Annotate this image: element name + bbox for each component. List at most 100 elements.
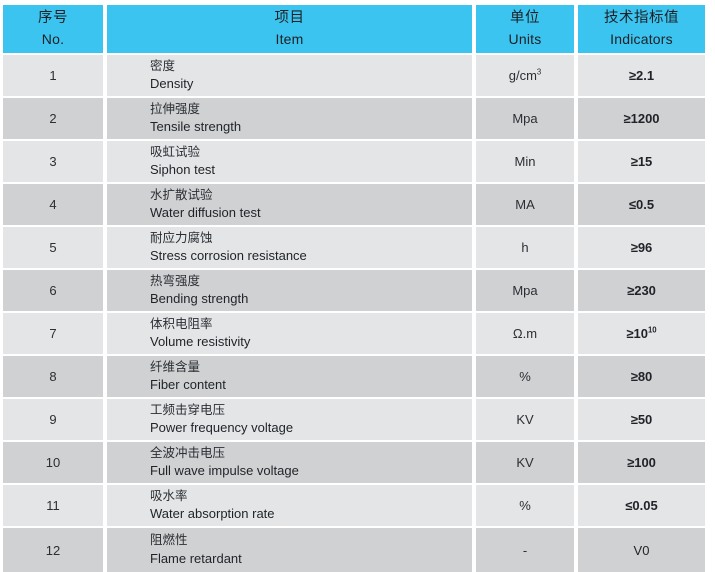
unit-base: KV [516,412,534,427]
indicator-base: ≥96 [630,240,653,255]
cell-item: 工频击穿电压 Power frequency voltage [107,399,472,440]
unit-value: Min [515,154,536,169]
indicator-base: ≥1200 [623,111,660,126]
indicator-base: ≥2.1 [628,68,655,83]
column-header-no: 序号 No. [3,5,103,53]
item-label-cn: 吸虹试验 [150,144,201,159]
cell-units: KV [476,442,574,483]
table-row: 10 全波冲击电压 Full wave impulse voltage KV ≥100 [3,442,705,483]
cell-item: 拉伸强度 Tensile strength [107,98,472,139]
column-header-no-cn: 序号 [38,9,68,26]
cell-units: % [476,485,574,526]
indicator-base: ≥230 [627,283,656,298]
unit-value: % [519,498,531,513]
indicator-value: ≥15 [631,154,653,169]
indicator-superscript: 10 [647,325,657,335]
table-row: 3 吸虹试验 Siphon test Min ≥15 [3,141,705,182]
cell-item: 吸虹试验 Siphon test [107,141,472,182]
cell-indicator: V0 [578,528,705,572]
item-text: 阻燃性 Flame retardant [107,532,242,567]
cell-no: 1 [3,55,103,96]
item-label-en: Density [150,76,194,92]
cell-indicator: ≥96 [578,227,705,268]
column-header-item-en: Item [275,31,304,48]
row-number: 12 [45,542,61,558]
item-text: 密度 Density [107,58,193,93]
column-header-indicators-en: Indicators [610,31,673,48]
row-number: 2 [49,111,57,126]
item-text: 拉伸强度 Tensile strength [107,101,241,136]
unit-value: MA [515,197,535,212]
unit-base: Mpa [512,283,538,298]
table-row: 9 工频击穿电压 Power frequency voltage KV ≥50 [3,399,705,440]
cell-no: 4 [3,184,103,225]
item-text: 热弯强度 Bending strength [107,273,248,308]
cell-no: 9 [3,399,103,440]
cell-units: MA [476,184,574,225]
row-number: 6 [49,283,57,298]
item-label-en: Siphon test [150,162,216,178]
cell-no: 12 [3,528,103,572]
cell-units: Ω.m [476,313,574,354]
cell-indicator: ≥2.1 [578,55,705,96]
item-label-cn: 密度 [150,58,176,73]
cell-item: 纤维含量 Fiber content [107,356,472,397]
cell-no: 3 [3,141,103,182]
cell-units: Mpa [476,98,574,139]
item-text: 全波冲击电压 Full wave impulse voltage [107,445,299,480]
cell-no: 11 [3,485,103,526]
unit-value: Mpa [512,283,537,298]
indicator-value: ≤0.5 [629,197,654,212]
table-row: 7 体积电阻率 Volume resistivity Ω.m ≥1010 [3,313,705,354]
cell-indicator: ≥15 [578,141,705,182]
unit-base: Ω.m [512,326,538,341]
indicator-base: ≥100 [627,455,656,470]
indicator-value: ≥50 [631,412,653,427]
cell-units: % [476,356,574,397]
unit-base: Min [514,154,536,169]
unit-value: h [521,240,528,255]
item-text: 水扩散试验 Water diffusion test [107,187,261,222]
item-label-en: Stress corrosion resistance [150,248,307,264]
indicator-value: ≥1200 [623,111,659,126]
cell-indicator: ≥80 [578,356,705,397]
indicator-base: ≥10 [626,326,648,341]
cell-indicator: ≤0.5 [578,184,705,225]
cell-no: 8 [3,356,103,397]
table-header-row: 序号 No. 项目 Item 单位 Units 技术指标值 Indicators [3,5,705,53]
indicator-value: ≤0.05 [625,498,657,513]
table-row: 2 拉伸强度 Tensile strength Mpa ≥1200 [3,98,705,139]
indicator-value: V0 [634,543,650,558]
item-text: 吸虹试验 Siphon test [107,144,215,179]
column-header-units-en: Units [508,31,542,48]
unit-base: g/cm [508,68,537,83]
cell-no: 10 [3,442,103,483]
item-label-cn: 工频击穿电压 [150,402,226,417]
row-number: 10 [45,455,61,470]
cell-item: 水扩散试验 Water diffusion test [107,184,472,225]
row-number: 3 [49,154,57,169]
column-header-indicators: 技术指标值 Indicators [578,5,705,53]
item-label-cn: 耐应力腐蚀 [150,230,213,245]
row-number: 1 [49,68,57,83]
unit-value: - [523,543,527,558]
unit-superscript: 3 [536,67,542,77]
row-number: 11 [46,498,60,513]
unit-value: % [519,369,531,384]
item-label-cn: 拉伸强度 [150,101,201,116]
cell-indicator: ≤0.05 [578,485,705,526]
cell-no: 6 [3,270,103,311]
cell-indicator: ≥1010 [578,313,705,354]
row-number: 7 [49,326,57,341]
indicator-value: ≥230 [627,283,656,298]
row-number: 5 [49,240,57,255]
cell-units: Min [476,141,574,182]
column-header-units-cn: 单位 [510,9,540,26]
item-label-en: Tensile strength [150,119,242,135]
item-text: 吸水率 Water absorption rate [107,488,275,523]
item-label-cn: 体积电阻率 [150,316,213,331]
unit-base: - [522,542,528,558]
item-text: 纤维含量 Fiber content [107,359,226,394]
table-row: 12 阻燃性 Flame retardant - V0 [3,528,705,572]
indicator-base: V0 [633,542,650,558]
